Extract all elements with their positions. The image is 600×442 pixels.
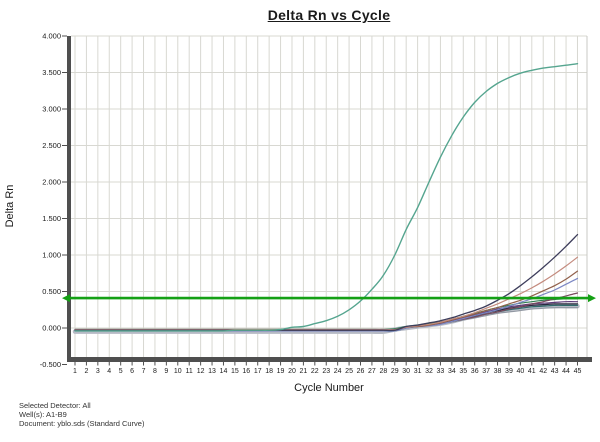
x-tick-label: 26 [357,368,365,375]
x-tick-label: 9 [164,368,168,375]
x-tick-label: 40 [516,368,524,375]
x-tick-label: 6 [130,368,134,375]
x-tick-label: 1 [73,368,77,375]
x-tick-label: 23 [322,368,330,375]
x-tick-label: 19 [277,368,285,375]
x-tick-label: 17 [254,368,262,375]
x-tick-label: 21 [300,368,308,375]
y-tick-label: 1.500 [42,214,61,223]
x-tick-label: 8 [153,368,157,375]
x-tick-label: 2 [84,368,88,375]
x-tick-label: 14 [220,368,228,375]
x-axis-label: Cycle Number [294,382,364,394]
x-tick-label: 38 [494,368,502,375]
x-tick-label: 34 [448,368,456,375]
x-axis-bar [67,357,592,362]
x-tick-label: 12 [197,368,205,375]
x-tick-label: 43 [551,368,559,375]
y-tick-label: 4.000 [42,32,61,41]
x-tick-label: 39 [505,368,513,375]
y-tick-label: 0.000 [42,324,61,333]
x-tick-label: 10 [174,368,182,375]
x-tick-label: 30 [402,368,410,375]
footer-info: Selected Detector: All Well(s): A1-B9 Do… [19,401,144,428]
x-tick-label: 37 [482,368,490,375]
x-tick-label: 22 [311,368,319,375]
x-tick-label: 44 [562,368,570,375]
y-tick-label: 3.500 [42,68,61,77]
x-tick-label: 3 [96,368,100,375]
x-tick-label: 35 [459,368,467,375]
curve-teal-main[interactable] [74,63,579,332]
x-tick-label: 4 [107,368,111,375]
y-axis-bar [67,36,71,362]
y-tick-label: 1.000 [42,251,61,260]
x-tick-label: 5 [119,368,123,375]
x-tick-label: 29 [391,368,399,375]
y-tick-label: 2.000 [42,178,61,187]
x-tick-label: 31 [414,368,422,375]
x-tick-label: 7 [142,368,146,375]
x-tick-label: 33 [437,368,445,375]
x-tick-label: 25 [345,368,353,375]
y-tick-label: 3.000 [42,105,61,114]
threshold-left-handle[interactable] [62,294,70,303]
x-tick-label: 24 [334,368,342,375]
y-tick-label: 2.500 [42,141,61,150]
x-tick-label: 32 [425,368,433,375]
x-tick-label: 18 [265,368,273,375]
wells-text: Well(s): A1-B9 [19,410,67,419]
y-tick-label: 0.500 [42,287,61,296]
x-tick-label: 11 [186,368,193,375]
x-tick-label: 41 [528,368,536,375]
y-tick-label: -0.500 [40,360,61,369]
x-tick-label: 27 [368,368,376,375]
x-tick-label: 42 [539,368,547,375]
x-tick-label: 28 [379,368,387,375]
x-tick-label: 13 [208,368,216,375]
x-tick-label: 16 [242,368,250,375]
chart-title: Delta Rn vs Cycle [267,7,391,23]
x-tick-label: 45 [574,368,582,375]
x-tick-label: 36 [471,368,479,375]
threshold-right-handle[interactable] [588,294,596,303]
selected-detector-text: Selected Detector: All [19,401,91,410]
document-text: Document: yblo.sds (Standard Curve) [19,419,145,428]
curve-salmon[interactable] [74,256,579,331]
x-tick-label: 15 [231,368,239,375]
x-tick-label: 20 [288,368,296,375]
